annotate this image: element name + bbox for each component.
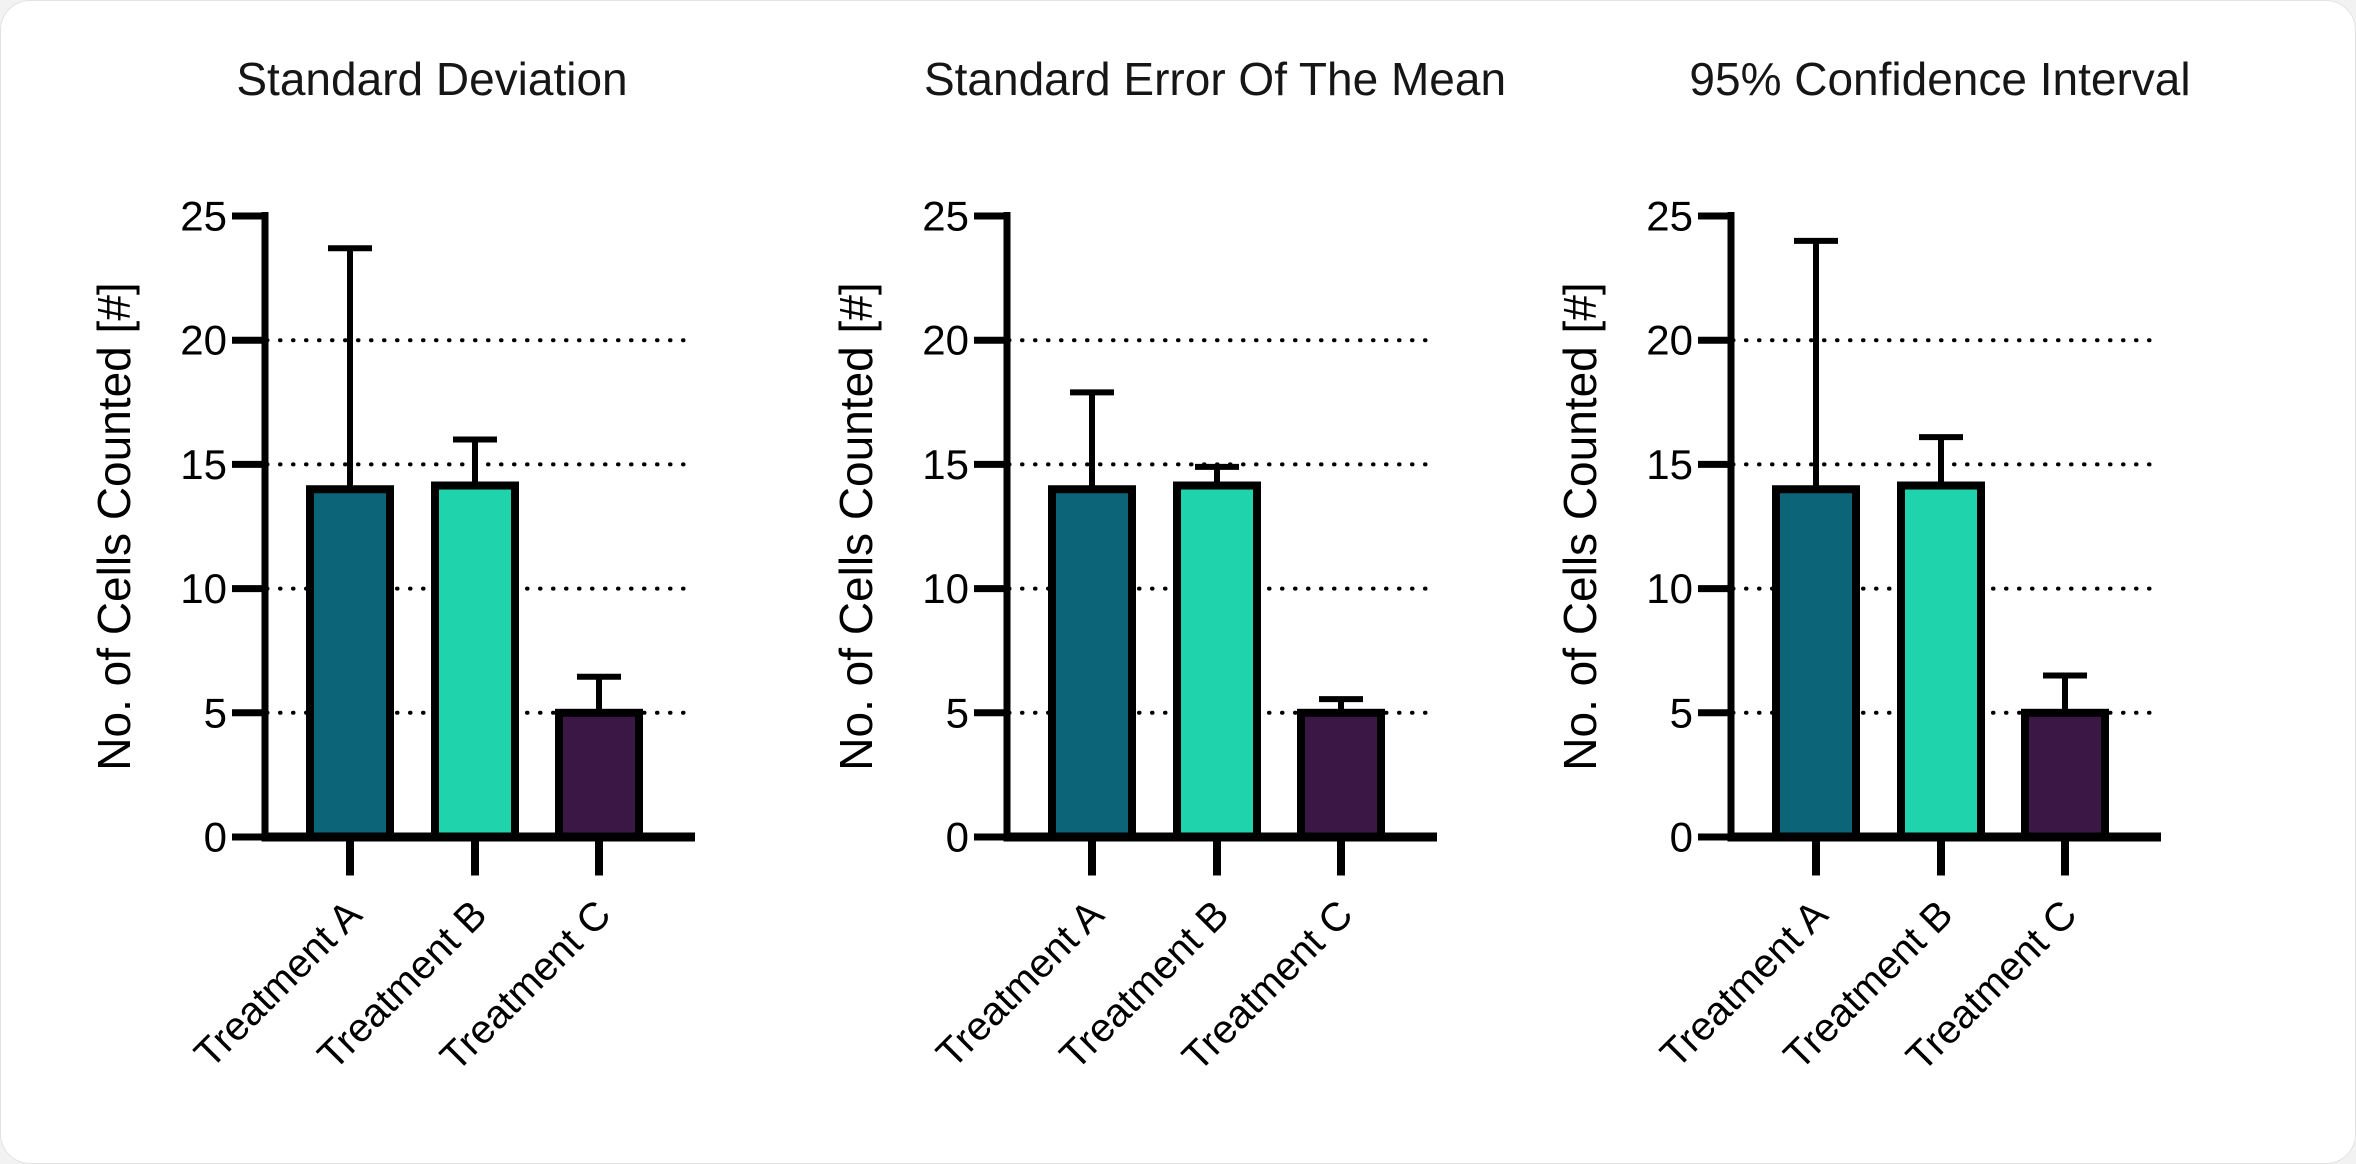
y-tick-label-5: 5 — [1670, 689, 1693, 736]
y-tick-label-15: 15 — [1646, 441, 1693, 488]
bar-treatment-c — [1297, 708, 1385, 841]
y-axis-title: No. of Cells Counted [#] — [830, 282, 882, 770]
error-bar-treatment-a — [1070, 389, 1114, 490]
error-bar-treatment-c — [577, 673, 621, 713]
y-axis-title: No. of Cells Counted [#] — [88, 282, 140, 770]
bar-treatment-a — [1772, 485, 1860, 841]
y-tick-label-20: 20 — [922, 317, 969, 364]
y-tick-label-10: 10 — [180, 565, 227, 612]
y-tick-label-10: 10 — [1646, 565, 1693, 612]
chart-title-standard-deviation: Standard Deviation — [236, 53, 628, 105]
error-bar-treatment-a — [328, 245, 372, 490]
chart-title-standard-error-of-the-mean: Standard Error Of The Mean — [923, 53, 1507, 105]
error-bar-treatment-b — [453, 436, 497, 486]
y-tick-label-0: 0 — [204, 814, 227, 861]
y-tick-label-25: 25 — [922, 193, 969, 240]
bar-treatment-a — [1048, 485, 1136, 841]
y-tick-label-20: 20 — [1646, 317, 1693, 364]
y-axis-title: No. of Cells Counted [#] — [1554, 282, 1606, 770]
y-tick-label-0: 0 — [1670, 814, 1693, 861]
chart-title-95-confidence-interval: 95% Confidence Interval — [1689, 53, 2191, 105]
bar-treatment-b — [431, 481, 519, 841]
error-bar-treatment-c — [2043, 672, 2087, 713]
error-bar-treatment-a — [1794, 237, 1838, 490]
bar-treatment-b — [1897, 481, 1985, 841]
y-tick-label-5: 5 — [204, 689, 227, 736]
y-tick-label-25: 25 — [180, 193, 227, 240]
y-tick-label-10: 10 — [922, 565, 969, 612]
y-tick-label-5: 5 — [946, 689, 969, 736]
y-tick-label-25: 25 — [1646, 193, 1693, 240]
bar-treatment-c — [555, 708, 643, 841]
bar-treatment-c — [2021, 708, 2109, 841]
y-tick-label-20: 20 — [180, 317, 227, 364]
y-tick-label-0: 0 — [946, 814, 969, 861]
bar-treatment-b — [1173, 481, 1261, 841]
y-tick-label-15: 15 — [180, 441, 227, 488]
y-tick-label-15: 15 — [922, 441, 969, 488]
error-bar-treatment-b — [1919, 434, 1963, 486]
bar-treatment-a — [306, 485, 394, 841]
